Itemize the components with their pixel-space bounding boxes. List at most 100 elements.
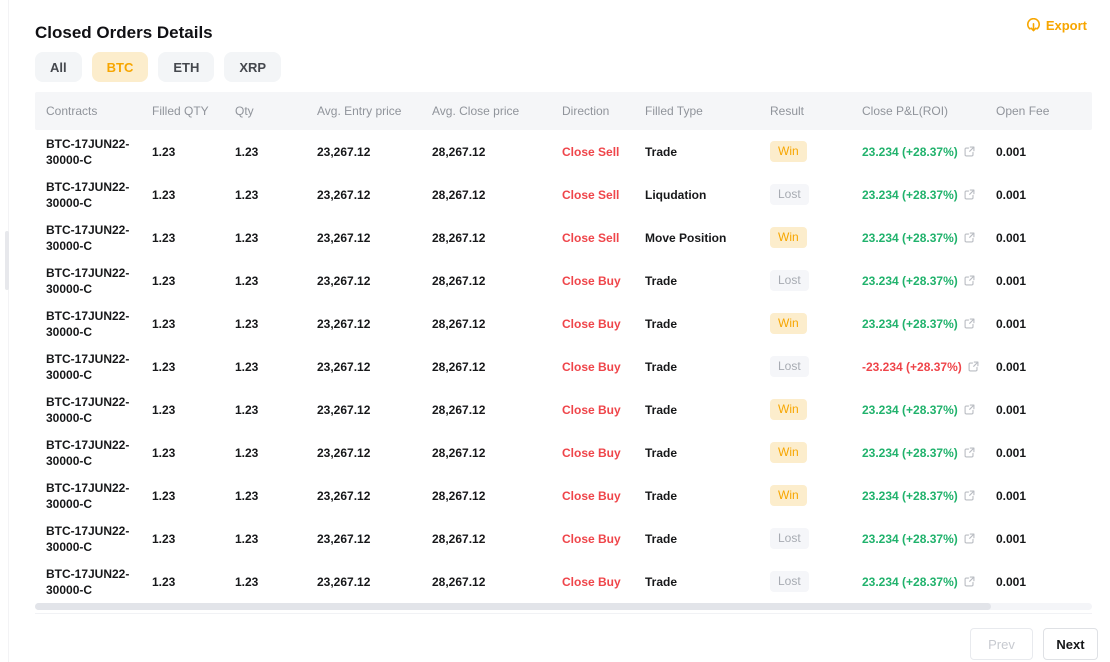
external-link-icon[interactable] xyxy=(964,490,975,501)
horizontal-scrollbar-thumb[interactable] xyxy=(35,603,991,610)
cell-avg-entry: 23,267.12 xyxy=(317,187,371,202)
table-row: BTC-17JUN22-30000-C 1.23 1.23 23,267.12 … xyxy=(35,302,1092,345)
cell-close-pnl: 23.234 (+28.37%) xyxy=(862,489,996,503)
external-link-icon[interactable] xyxy=(964,146,975,157)
cell-contract: BTC-17JUN22-30000-C xyxy=(46,480,130,511)
pnl-value: 23.234 (+28.37%) xyxy=(862,445,958,460)
cell-close-pnl: 23.234 (+28.37%) xyxy=(862,145,996,159)
cell-filled-qty: 1.23 xyxy=(152,445,176,460)
col-header-contracts: Contracts xyxy=(46,104,98,118)
pnl-value: -23.234 (+28.37%) xyxy=(862,359,962,374)
cell-contract: BTC-17JUN22-30000-C xyxy=(46,394,130,425)
table-row: BTC-17JUN22-30000-C 1.23 1.23 23,267.12 … xyxy=(35,474,1092,517)
cell-direction: Close Buy xyxy=(562,445,621,460)
external-link-icon[interactable] xyxy=(968,361,979,372)
cell-open-fee: 0.001 xyxy=(996,316,1027,331)
cell-qty: 1.23 xyxy=(235,445,259,460)
cell-close-pnl: 23.234 (+28.37%) xyxy=(862,317,996,331)
cell-avg-close: 28,267.12 xyxy=(432,316,486,331)
cell-direction: Close Sell xyxy=(562,230,620,245)
cell-result: Lost xyxy=(770,270,862,291)
external-link-icon[interactable] xyxy=(964,318,975,329)
table-row: BTC-17JUN22-30000-C 1.23 1.23 23,267.12 … xyxy=(35,216,1092,259)
external-link-icon[interactable] xyxy=(964,404,975,415)
cell-avg-entry: 23,267.12 xyxy=(317,488,371,503)
tab-btc[interactable]: BTC xyxy=(91,52,149,82)
external-link-icon[interactable] xyxy=(964,576,975,587)
cell-avg-entry: 23,267.12 xyxy=(317,402,371,417)
cell-open-fee: 0.001 xyxy=(996,144,1027,159)
result-badge: Lost xyxy=(770,528,809,549)
table-row: BTC-17JUN22-30000-C 1.23 1.23 23,267.12 … xyxy=(35,173,1092,216)
cell-contract: BTC-17JUN22-30000-C xyxy=(46,222,130,253)
col-header-avg-close: Avg. Close price xyxy=(432,104,520,118)
table-row: BTC-17JUN22-30000-C 1.23 1.23 23,267.12 … xyxy=(35,345,1092,388)
external-link-icon[interactable] xyxy=(964,533,975,544)
cell-open-fee: 0.001 xyxy=(996,187,1027,202)
pnl-value: 23.234 (+28.37%) xyxy=(862,273,958,288)
cell-qty: 1.23 xyxy=(235,574,259,589)
cell-filled-type: Trade xyxy=(645,445,678,460)
download-circle-icon xyxy=(1026,18,1041,33)
cell-close-pnl: 23.234 (+28.37%) xyxy=(862,446,996,460)
pnl-value: 23.234 (+28.37%) xyxy=(862,316,958,331)
cell-filled-qty: 1.23 xyxy=(152,144,176,159)
cell-result: Lost xyxy=(770,356,862,377)
cell-avg-close: 28,267.12 xyxy=(432,230,486,245)
cell-direction: Close Sell xyxy=(562,187,620,202)
table-row: BTC-17JUN22-30000-C 1.23 1.23 23,267.12 … xyxy=(35,431,1092,474)
pnl-value: 23.234 (+28.37%) xyxy=(862,574,958,589)
cell-close-pnl: -23.234 (+28.37%) xyxy=(862,360,996,374)
horizontal-scrollbar-track[interactable] xyxy=(35,603,1092,610)
cell-result: Lost xyxy=(770,528,862,549)
prev-page-button[interactable]: Prev xyxy=(970,628,1033,660)
cell-filled-qty: 1.23 xyxy=(152,531,176,546)
tab-eth[interactable]: ETH xyxy=(158,52,215,82)
export-button[interactable]: Export xyxy=(1020,17,1093,34)
col-header-filled-type: Filled Type xyxy=(645,104,703,118)
cell-qty: 1.23 xyxy=(235,359,259,374)
cell-avg-entry: 23,267.12 xyxy=(317,230,371,245)
external-link-icon[interactable] xyxy=(964,189,975,200)
export-label: Export xyxy=(1045,18,1087,33)
external-link-icon[interactable] xyxy=(964,232,975,243)
page-vertical-scrollbar-track xyxy=(8,0,9,662)
cell-filled-type: Trade xyxy=(645,402,678,417)
cell-filled-qty: 1.23 xyxy=(152,359,176,374)
cell-contract: BTC-17JUN22-30000-C xyxy=(46,566,130,597)
cell-avg-entry: 23,267.12 xyxy=(317,273,371,288)
tab-all[interactable]: All xyxy=(35,52,82,82)
cell-close-pnl: 23.234 (+28.37%) xyxy=(862,231,996,245)
cell-result: Lost xyxy=(770,184,862,205)
cell-filled-qty: 1.23 xyxy=(152,574,176,589)
cell-avg-close: 28,267.12 xyxy=(432,402,486,417)
cell-open-fee: 0.001 xyxy=(996,531,1027,546)
cell-contract: BTC-17JUN22-30000-C xyxy=(46,437,130,468)
tab-xrp[interactable]: XRP xyxy=(224,52,282,82)
external-link-icon[interactable] xyxy=(964,447,975,458)
cell-open-fee: 0.001 xyxy=(996,488,1027,503)
table-row: BTC-17JUN22-30000-C 1.23 1.23 23,267.12 … xyxy=(35,388,1092,431)
cell-direction: Close Buy xyxy=(562,273,621,288)
cell-qty: 1.23 xyxy=(235,316,259,331)
cell-result: Win xyxy=(770,442,862,463)
pnl-value: 23.234 (+28.37%) xyxy=(862,402,958,417)
external-link-icon[interactable] xyxy=(964,275,975,286)
table-row: BTC-17JUN22-30000-C 1.23 1.23 23,267.12 … xyxy=(35,259,1092,302)
table-header-row: Contracts Filled QTY Qty Avg. Entry pric… xyxy=(35,92,1092,130)
table-bottom-divider xyxy=(35,613,1092,614)
next-page-button[interactable]: Next xyxy=(1043,628,1098,660)
cell-filled-type: Liqudation xyxy=(645,187,707,202)
cell-avg-entry: 23,267.12 xyxy=(317,445,371,460)
cell-contract: BTC-17JUN22-30000-C xyxy=(46,308,130,339)
col-header-open-fee: Open Fee xyxy=(996,104,1050,118)
cell-avg-close: 28,267.12 xyxy=(432,488,486,503)
table-body: BTC-17JUN22-30000-C 1.23 1.23 23,267.12 … xyxy=(35,130,1092,603)
page-vertical-scrollbar-thumb[interactable] xyxy=(5,231,9,290)
cell-qty: 1.23 xyxy=(235,187,259,202)
cell-open-fee: 0.001 xyxy=(996,445,1027,460)
cell-direction: Close Buy xyxy=(562,359,621,374)
cell-avg-close: 28,267.12 xyxy=(432,144,486,159)
cell-avg-entry: 23,267.12 xyxy=(317,144,371,159)
cell-qty: 1.23 xyxy=(235,273,259,288)
